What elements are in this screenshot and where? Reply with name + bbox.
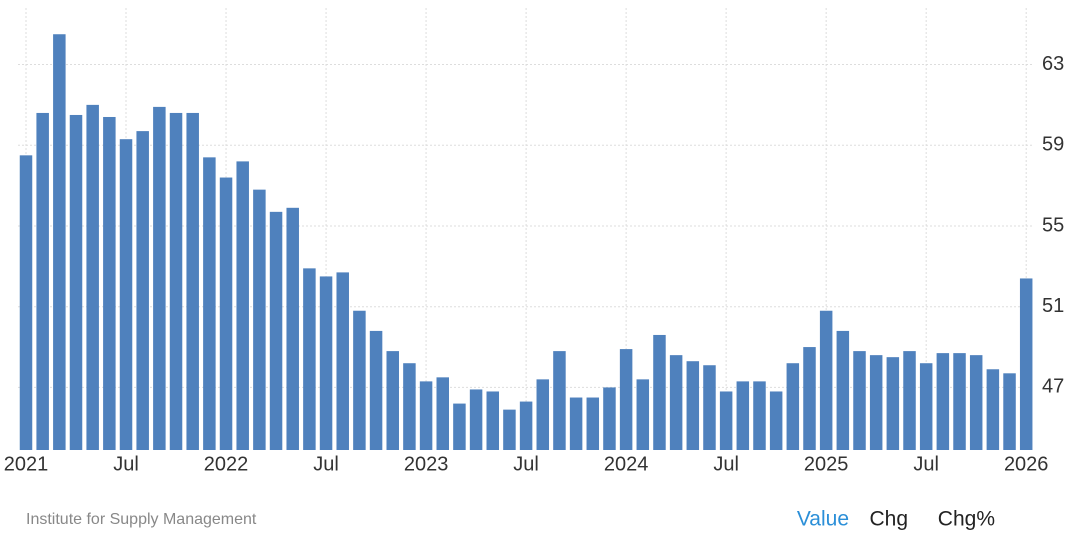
bar: [686, 361, 700, 450]
bar: [903, 351, 916, 450]
bar: [236, 161, 249, 450]
bar: [669, 355, 683, 450]
bar: [819, 310, 833, 450]
bar: [536, 379, 550, 450]
bar: [853, 351, 866, 450]
bar: [769, 391, 783, 450]
y-tick-label: 47: [1042, 376, 1064, 398]
x-tick-label: 2021: [4, 453, 49, 475]
bar: [803, 347, 816, 450]
y-tick-label: 59: [1042, 134, 1064, 156]
source: Institute for Supply Management: [26, 511, 257, 528]
bar: [19, 155, 33, 451]
bar: [786, 363, 800, 450]
bar: [453, 403, 466, 450]
bar: [736, 381, 750, 450]
bar: [419, 381, 433, 450]
bar: [586, 397, 600, 450]
bar: [603, 387, 616, 450]
x-tick-label: 2023: [404, 453, 449, 475]
bar: [553, 351, 566, 450]
bar: [653, 334, 666, 450]
bar: [319, 276, 333, 450]
bar: [53, 34, 66, 451]
bar: [253, 189, 266, 450]
bar: [703, 365, 716, 450]
bar: [369, 330, 383, 450]
bar: [869, 355, 883, 450]
bar: [86, 104, 99, 450]
bar: [403, 363, 416, 450]
tab[interactable]: Chg%: [938, 508, 995, 531]
x-tick-label: Jul: [113, 453, 139, 475]
bar: [636, 379, 650, 450]
bar: [719, 391, 733, 450]
x-tick-label: Jul: [913, 453, 939, 475]
bar: [386, 351, 399, 450]
y-tick-label: 51: [1042, 295, 1064, 317]
bar: [436, 377, 449, 450]
bar: [969, 355, 983, 450]
bar: [36, 112, 49, 450]
bar: [153, 106, 166, 451]
bar: [286, 207, 299, 450]
bar: [503, 409, 516, 450]
bar: [103, 116, 116, 450]
bar: [886, 357, 900, 450]
x-tick-label: 2022: [204, 453, 249, 475]
bar: [486, 391, 500, 450]
bar: [519, 401, 533, 450]
bar: [119, 139, 133, 451]
bar: [353, 310, 366, 450]
bar: [919, 363, 933, 450]
bar: [219, 177, 233, 450]
bar: [303, 268, 316, 450]
bar: [936, 353, 950, 450]
bar: [169, 112, 183, 450]
y-tick-label: 55: [1042, 214, 1064, 236]
x-tick-label: Jul: [313, 453, 339, 475]
bar: [269, 211, 283, 450]
bar: [186, 112, 199, 450]
tab[interactable]: Value: [797, 508, 849, 531]
bar: [336, 272, 349, 450]
y-tick-label: 63: [1042, 53, 1064, 75]
bar: [753, 381, 766, 450]
tab[interactable]: Chg: [869, 508, 908, 531]
bar: [619, 349, 633, 450]
bar: [136, 131, 149, 451]
bar: [836, 330, 850, 450]
bar: [986, 369, 1000, 450]
x-tick-label: Jul: [713, 453, 739, 475]
bar: [953, 353, 966, 450]
bar: [69, 114, 83, 451]
bar: [1003, 373, 1016, 450]
bar: [469, 389, 483, 450]
x-tick-label: 2025: [804, 453, 849, 475]
bar: [203, 157, 216, 450]
bar: [1019, 278, 1033, 450]
bar: [569, 397, 583, 450]
x-tick-label: 2024: [604, 453, 649, 475]
x-tick-label: 2026: [1004, 453, 1049, 475]
x-tick-label: Jul: [513, 453, 539, 475]
